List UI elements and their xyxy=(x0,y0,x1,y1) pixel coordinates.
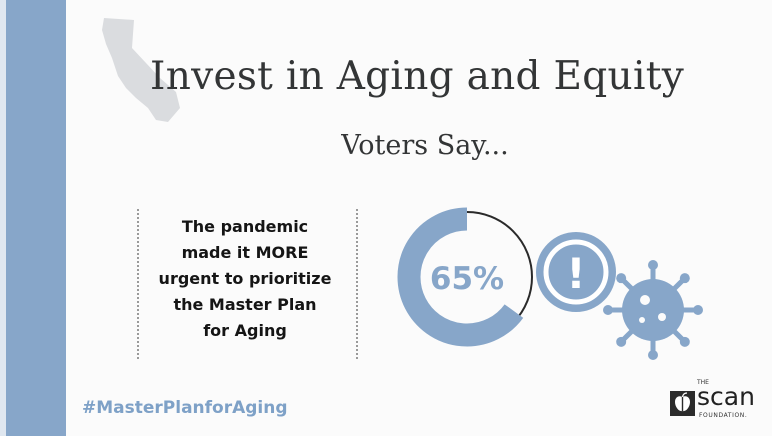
stat-value: 65% xyxy=(430,261,504,297)
virus-spike-knob xyxy=(648,350,658,360)
right-dotted-divider xyxy=(356,209,358,359)
slide-title: Invest in Aging and Equity xyxy=(150,54,685,99)
statement-line: the Master Plan xyxy=(173,295,317,314)
virus-spike xyxy=(621,328,635,342)
logo-the: THE xyxy=(697,379,709,386)
virus-icon xyxy=(603,260,703,360)
virus-spike-knob xyxy=(603,305,613,315)
statement-line: for Aging xyxy=(203,321,287,340)
hashtag: #MasterPlanforAging xyxy=(82,398,288,418)
virus-spike-knob xyxy=(616,336,627,347)
left-dotted-divider xyxy=(137,209,139,359)
virus-spike-knob xyxy=(648,260,658,270)
left-accent-bar xyxy=(0,0,66,436)
logo-foundation: FOUNDATION. xyxy=(699,412,748,419)
stat-graphic: 65% ! xyxy=(397,207,703,360)
virus-spike-knob xyxy=(679,336,690,347)
logo-wordmark: scan xyxy=(697,382,755,411)
statement-line: The pandemic xyxy=(181,217,309,236)
virus-spike-knob xyxy=(693,305,703,315)
statement-line: urgent to prioritize xyxy=(158,269,332,288)
virus-spike-knob xyxy=(679,273,690,284)
virus-spike xyxy=(671,328,685,342)
scan-foundation-logo: THE scan FOUNDATION. xyxy=(670,379,768,423)
statement-text: The pandemic made it MORE urgent to prio… xyxy=(142,214,348,344)
virus-spike xyxy=(671,278,685,292)
left-edge-strip xyxy=(0,0,6,436)
apple-logo-icon xyxy=(670,391,695,416)
alert-icon: ! xyxy=(536,232,616,312)
donut-progress-arc xyxy=(397,207,524,347)
slide-subtitle: Voters Say... xyxy=(341,130,509,161)
virus-spike-knob xyxy=(616,273,627,284)
california-map-icon xyxy=(102,18,180,122)
alert-glyph: ! xyxy=(566,249,585,298)
statement-line: made it MORE xyxy=(181,243,309,262)
virus-spike xyxy=(621,278,635,292)
